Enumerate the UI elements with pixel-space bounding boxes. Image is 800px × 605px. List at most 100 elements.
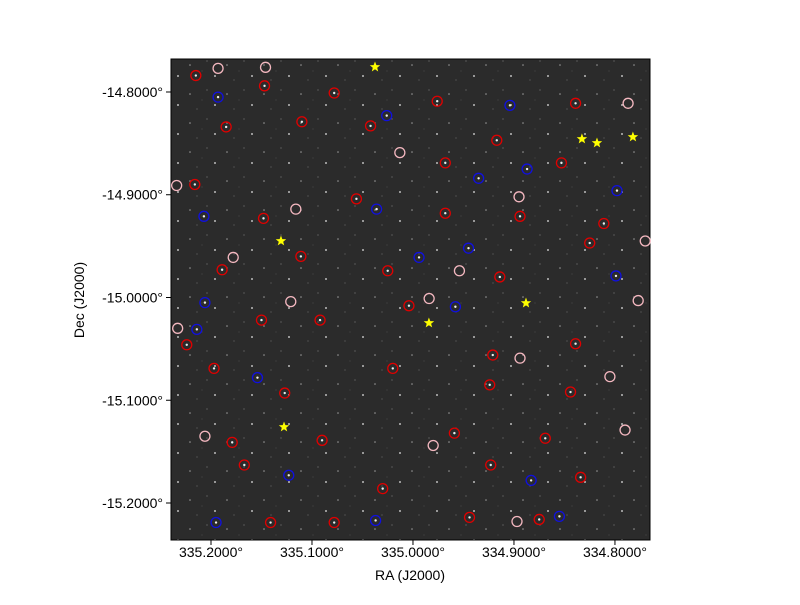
source-marker [485, 459, 497, 471]
source-marker [394, 146, 406, 159]
source-marker [259, 61, 272, 73]
y-tick-label: -15.0000° [102, 289, 163, 305]
source-marker [494, 271, 506, 283]
source-marker [212, 91, 224, 103]
source-marker [487, 349, 499, 361]
source-marker [377, 482, 389, 495]
source-marker [255, 314, 268, 326]
source-marker [258, 80, 271, 92]
source-marker [491, 134, 503, 146]
source-marker [453, 265, 466, 277]
source-marker [227, 251, 239, 264]
source-marker [584, 237, 596, 249]
source-marker [569, 97, 582, 109]
star-marker [520, 297, 532, 308]
star-marker [591, 137, 603, 148]
source-marker [296, 116, 308, 128]
source-marker [350, 193, 363, 205]
source-marker [569, 338, 582, 350]
source-marker [604, 370, 616, 383]
source-marker [238, 459, 250, 471]
source-marker [514, 352, 526, 364]
source-marker [553, 510, 566, 523]
source-marker [525, 474, 537, 487]
source-marker [387, 362, 399, 375]
star-marker [627, 131, 639, 142]
source-marker [257, 212, 270, 225]
source-marker [611, 184, 623, 197]
y-tick-label: -14.8000° [102, 84, 163, 100]
source-marker [539, 432, 551, 444]
source-marker [285, 295, 297, 308]
source-marker [423, 292, 435, 305]
star-marker [278, 421, 290, 432]
y-tick-label: -15.2000° [102, 495, 163, 511]
source-marker [427, 439, 439, 452]
source-marker [533, 513, 545, 526]
source-marker [171, 179, 183, 192]
source-marker [226, 436, 238, 449]
source-marker [448, 427, 461, 439]
source-marker [610, 270, 622, 282]
x-tick-label: 334.9000° [482, 544, 546, 560]
source-marker [216, 264, 228, 276]
source-marker [598, 217, 610, 230]
source-marker [381, 109, 393, 122]
star-marker [576, 133, 588, 144]
source-marker [382, 265, 394, 277]
source-marker [172, 322, 184, 334]
source-marker [199, 430, 211, 442]
source-marker [622, 97, 634, 109]
y-axis-label: Dec (J2000) [71, 262, 87, 338]
source-marker [191, 323, 203, 336]
source-marker [484, 379, 496, 391]
source-marker [513, 191, 525, 203]
source-marker [632, 294, 644, 307]
x-axis-label: RA (J2000) [375, 567, 445, 583]
y-tick-label: -14.9000° [102, 187, 163, 203]
source-marker [370, 203, 383, 215]
y-tick-label: -15.1000° [102, 392, 163, 408]
source-marker [462, 242, 475, 254]
source-marker [189, 178, 201, 191]
star-marker [423, 317, 435, 328]
x-tick-label: 334.8000° [583, 544, 647, 560]
x-tick-label: 335.2000° [179, 544, 243, 560]
source-marker [439, 157, 451, 169]
source-marker [199, 296, 211, 309]
source-marker [619, 424, 631, 436]
source-marker [564, 386, 577, 398]
source-marker [198, 210, 210, 222]
source-marker [316, 434, 328, 446]
source-marker [283, 469, 295, 481]
source-marker [514, 210, 526, 222]
source-marker [463, 511, 476, 524]
source-marker [279, 387, 291, 399]
source-marker [314, 314, 326, 326]
source-marker [511, 515, 523, 528]
source-marker [504, 99, 516, 111]
source-marker [369, 514, 382, 527]
source-marker [403, 300, 415, 312]
sky-image [170, 58, 651, 541]
star-marker [369, 61, 381, 72]
source-marker [472, 172, 485, 184]
source-marker [328, 87, 340, 99]
source-marker [555, 157, 568, 169]
source-marker [212, 62, 224, 75]
star-marker [275, 235, 287, 246]
source-marker [449, 301, 462, 313]
source-marker [574, 471, 587, 483]
x-tick-label: 335.1000° [280, 544, 344, 560]
source-marker [220, 121, 232, 133]
source-marker [190, 69, 202, 82]
source-marker [208, 362, 220, 375]
source-marker [210, 516, 222, 529]
source-marker [251, 371, 264, 384]
source-marker [639, 235, 651, 247]
x-tick-label: 335.0000° [381, 544, 445, 560]
source-marker [295, 250, 307, 263]
source-marker [521, 163, 533, 175]
